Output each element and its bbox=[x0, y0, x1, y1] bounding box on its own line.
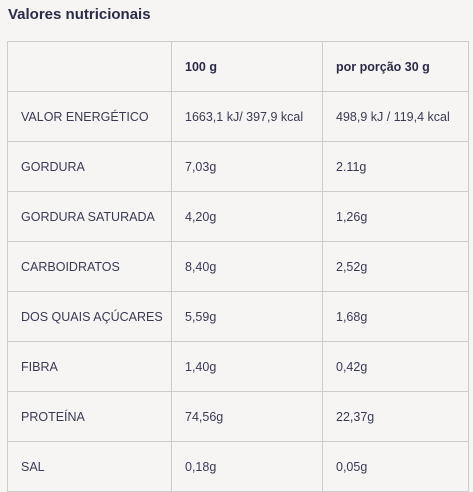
nutrient-name: SAL bbox=[7, 441, 172, 492]
nutrition-table: 100 g por porção 30 g VALOR ENERGÉTICO 1… bbox=[7, 41, 469, 492]
value-per-100g: 8,40g bbox=[171, 241, 323, 292]
nutrient-name: GORDURA bbox=[7, 141, 172, 192]
value-per-100g: 5,59g bbox=[171, 291, 323, 342]
value-per-100g: 1663,1 kJ/ 397,9 kcal bbox=[171, 91, 323, 142]
table-header-row: 100 g por porção 30 g bbox=[7, 41, 469, 92]
header-cell-100g: 100 g bbox=[171, 41, 323, 92]
value-per-portion: 498,9 kJ / 119,4 kcal bbox=[322, 91, 469, 142]
value-per-100g: 4,20g bbox=[171, 191, 323, 242]
table-row: CARBOIDRATOS 8,40g 2,52g bbox=[7, 241, 469, 292]
value-per-portion: 2,52g bbox=[322, 241, 469, 292]
nutrient-name: FIBRA bbox=[7, 341, 172, 392]
value-per-100g: 1,40g bbox=[171, 341, 323, 392]
value-per-portion: 2.11g bbox=[322, 141, 469, 192]
value-per-portion: 0,42g bbox=[322, 341, 469, 392]
table-row: VALOR ENERGÉTICO 1663,1 kJ/ 397,9 kcal 4… bbox=[7, 91, 469, 142]
value-per-portion: 1,68g bbox=[322, 291, 469, 342]
nutrient-name: DOS QUAIS AÇÚCARES bbox=[7, 291, 172, 342]
nutrient-name: PROTEÍNA bbox=[7, 391, 172, 442]
value-per-100g: 7,03g bbox=[171, 141, 323, 192]
value-per-portion: 1,26g bbox=[322, 191, 469, 242]
nutrient-name: GORDURA SATURADA bbox=[7, 191, 172, 242]
table-row: GORDURA SATURADA 4,20g 1,26g bbox=[7, 191, 469, 242]
table-row: GORDURA 7,03g 2.11g bbox=[7, 141, 469, 192]
header-cell-empty bbox=[7, 41, 172, 92]
table-row: PROTEÍNA 74,56g 22,37g bbox=[7, 391, 469, 442]
section-title: Valores nutricionais bbox=[8, 6, 151, 23]
table-row: SAL 0,18g 0,05g bbox=[7, 441, 469, 492]
value-per-100g: 74,56g bbox=[171, 391, 323, 442]
table-row: FIBRA 1,40g 0,42g bbox=[7, 341, 469, 392]
nutrient-name: CARBOIDRATOS bbox=[7, 241, 172, 292]
value-per-portion: 22,37g bbox=[322, 391, 469, 442]
value-per-100g: 0,18g bbox=[171, 441, 323, 492]
table-row: DOS QUAIS AÇÚCARES 5,59g 1,68g bbox=[7, 291, 469, 342]
value-per-portion: 0,05g bbox=[322, 441, 469, 492]
header-cell-per-portion: por porção 30 g bbox=[322, 41, 469, 92]
nutrient-name: VALOR ENERGÉTICO bbox=[7, 91, 172, 142]
